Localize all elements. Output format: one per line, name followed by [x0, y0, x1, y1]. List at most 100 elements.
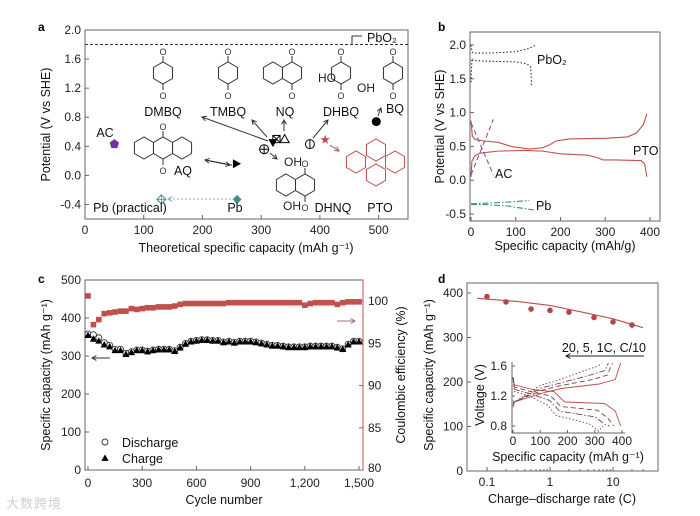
ce-point: [345, 299, 351, 305]
ce-point: [242, 299, 248, 306]
x-tick-label: 100: [506, 225, 526, 239]
ce-point: [144, 304, 151, 311]
charge-point: [312, 342, 320, 350]
y-tick-label: 200: [443, 375, 463, 389]
x-tick-label: 1,500: [344, 476, 374, 490]
label-pb-practical: Pb (practical): [93, 201, 167, 215]
point-nq: [279, 133, 291, 144]
arrow-tmbq: [251, 119, 268, 138]
ce-point: [161, 304, 167, 310]
point-tmbq: [272, 134, 281, 144]
point-dhnq: [259, 144, 270, 155]
charge-point: [214, 337, 222, 344]
charge-point: [257, 339, 266, 347]
y-tick-label: -0.4: [60, 197, 81, 211]
charge-point: [263, 341, 271, 348]
ring: [262, 61, 283, 85]
x-tick-label: 600: [186, 476, 206, 490]
y-tick-label: 300: [443, 331, 463, 345]
charge-point: [192, 337, 200, 344]
legend-charge-marker: [101, 454, 109, 461]
ce-point: [199, 300, 205, 307]
arrow-head: [350, 318, 357, 324]
oxygen-label: O: [301, 159, 308, 169]
oxygen-label: O: [389, 91, 396, 101]
y-axis-label-c: Specific capacity (mAh g⁻¹): [39, 299, 53, 451]
label-pbo2: PbO₂: [537, 53, 567, 67]
label-ho: HO: [318, 71, 336, 85]
panel-label-b: b: [438, 20, 445, 34]
ce-point: [312, 299, 319, 306]
inset-charge-3: [512, 362, 602, 403]
ce-point: [96, 316, 102, 323]
ce-point: [215, 300, 221, 307]
rate-point: [566, 309, 572, 315]
ce-point: [350, 299, 357, 305]
ring: [275, 173, 296, 197]
legend-charge-label: Charge: [122, 452, 163, 466]
point-pb: [232, 194, 242, 204]
dmbq-structure: OO: [159, 47, 166, 101]
charge-point: [138, 346, 146, 354]
charge-point: [333, 344, 341, 351]
right-axis-arrow: [337, 318, 357, 324]
ce-point: [112, 309, 118, 315]
y-tick-label: 2.0: [64, 23, 81, 37]
ce-point: [220, 300, 227, 307]
rate-point: [503, 299, 509, 305]
arrow-head: [201, 115, 208, 122]
oxygen-label: O: [337, 47, 344, 57]
rate-point: [547, 307, 553, 314]
charge-point: [187, 337, 195, 345]
inset-y-tick-label: 1.6: [490, 359, 507, 373]
panel-label-d: d: [438, 272, 445, 286]
ce-point: [258, 299, 265, 306]
label-ac: AC: [495, 167, 512, 181]
ce-point: [101, 310, 108, 317]
box: [272, 134, 281, 144]
label-pto: PTO: [633, 144, 659, 158]
ring: [133, 136, 154, 160]
charge-point: [295, 343, 303, 351]
charge-point: [317, 342, 325, 350]
charge-point: [279, 342, 287, 350]
y-tick-label: 0.0: [449, 173, 466, 187]
inset-charge-0: [512, 362, 622, 408]
ce-point: [264, 299, 270, 306]
y-tick-label: 500: [61, 273, 81, 287]
curve-pto: [470, 113, 648, 150]
ce-point: [285, 299, 292, 306]
label-oh: OH: [283, 199, 301, 213]
legend-discharge-marker: [101, 438, 109, 446]
left-axis-arrow: [90, 355, 110, 361]
inset-x-tick-label: 400: [612, 434, 632, 448]
oxygen-label: O: [389, 47, 396, 57]
point-pto: [320, 134, 330, 144]
x-tick-label: 500: [369, 223, 389, 237]
inset-x-tick-label: 0: [510, 434, 517, 448]
charge-point: [154, 345, 163, 353]
charge-point: [252, 338, 260, 346]
label-nq: NQ: [276, 105, 295, 119]
x-tick-label: 0: [85, 476, 92, 490]
rate-point: [484, 293, 490, 300]
charge-point: [219, 338, 228, 346]
ce-point: [150, 304, 156, 311]
y2-tick-label: 85: [368, 421, 382, 435]
inset-discharge-3: [512, 377, 604, 432]
y-tick-label: 0.0: [64, 168, 81, 182]
ce-point: [302, 302, 308, 309]
y-axis-label-b: Potential (V vs SHE): [433, 70, 447, 184]
label-pb: Pb: [536, 199, 551, 213]
inset-x-axis-label: Specific capacity (mAh g⁻¹): [492, 450, 644, 464]
rate-point: [629, 322, 635, 328]
label-dhnq: DHNQ: [315, 201, 352, 215]
label-oh: OH: [357, 81, 375, 95]
x-tick-label: 1: [547, 475, 554, 489]
y-tick-label: 400: [61, 311, 81, 325]
legend-discharge-label: Discharge: [122, 436, 178, 450]
oxygen-label: O: [159, 122, 166, 132]
bq-structure: OO: [389, 47, 396, 101]
charge-point: [165, 345, 173, 353]
